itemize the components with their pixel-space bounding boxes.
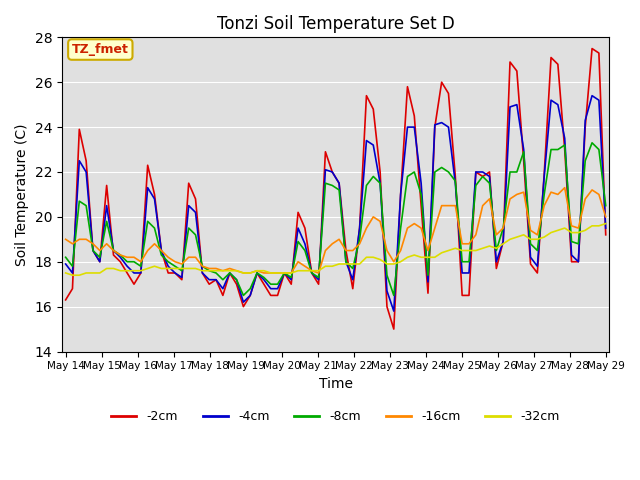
-8cm	[239, 292, 247, 298]
-4cm	[547, 97, 555, 103]
-4cm	[438, 120, 445, 125]
-16cm	[397, 248, 404, 253]
Line: -16cm: -16cm	[66, 188, 605, 273]
-2cm	[417, 203, 425, 208]
-32cm	[308, 268, 316, 274]
Title: Tonzi Soil Temperature Set D: Tonzi Soil Temperature Set D	[217, 15, 454, 33]
-8cm	[547, 147, 555, 153]
-2cm	[397, 192, 404, 197]
Legend: -2cm, -4cm, -8cm, -16cm, -32cm: -2cm, -4cm, -8cm, -16cm, -32cm	[106, 405, 565, 428]
-2cm	[390, 326, 397, 332]
-4cm	[62, 261, 70, 267]
-4cm	[383, 288, 391, 294]
Line: -32cm: -32cm	[66, 224, 605, 275]
-2cm	[588, 46, 596, 51]
-32cm	[602, 221, 609, 227]
-32cm	[68, 272, 76, 278]
-2cm	[301, 225, 308, 231]
-2cm	[383, 304, 391, 310]
-16cm	[417, 225, 425, 231]
-4cm	[417, 180, 425, 186]
-16cm	[390, 259, 397, 264]
-32cm	[62, 270, 70, 276]
-4cm	[390, 308, 397, 314]
-16cm	[547, 189, 555, 195]
-16cm	[308, 268, 316, 274]
-32cm	[390, 261, 397, 267]
-32cm	[438, 250, 445, 256]
-8cm	[602, 203, 609, 208]
Text: TZ_fmet: TZ_fmet	[72, 43, 129, 56]
-4cm	[588, 93, 596, 98]
Line: -4cm: -4cm	[66, 96, 605, 311]
-4cm	[397, 192, 404, 197]
-16cm	[239, 270, 247, 276]
Line: -2cm: -2cm	[66, 48, 605, 329]
-32cm	[397, 259, 404, 264]
-2cm	[602, 232, 609, 238]
-2cm	[62, 297, 70, 303]
-16cm	[438, 203, 445, 208]
X-axis label: Time: Time	[319, 377, 353, 391]
-16cm	[602, 214, 609, 220]
-32cm	[417, 254, 425, 260]
Y-axis label: Soil Temperature (C): Soil Temperature (C)	[15, 123, 29, 265]
-8cm	[438, 165, 445, 170]
-2cm	[547, 55, 555, 60]
-8cm	[62, 254, 70, 260]
-16cm	[561, 185, 568, 191]
-8cm	[308, 270, 316, 276]
-2cm	[438, 79, 445, 85]
-8cm	[397, 225, 404, 231]
-16cm	[62, 237, 70, 242]
-8cm	[417, 192, 425, 197]
-8cm	[588, 140, 596, 146]
Line: -8cm: -8cm	[66, 143, 605, 295]
-8cm	[390, 292, 397, 298]
-4cm	[602, 225, 609, 231]
-4cm	[301, 241, 308, 247]
-32cm	[547, 230, 555, 236]
